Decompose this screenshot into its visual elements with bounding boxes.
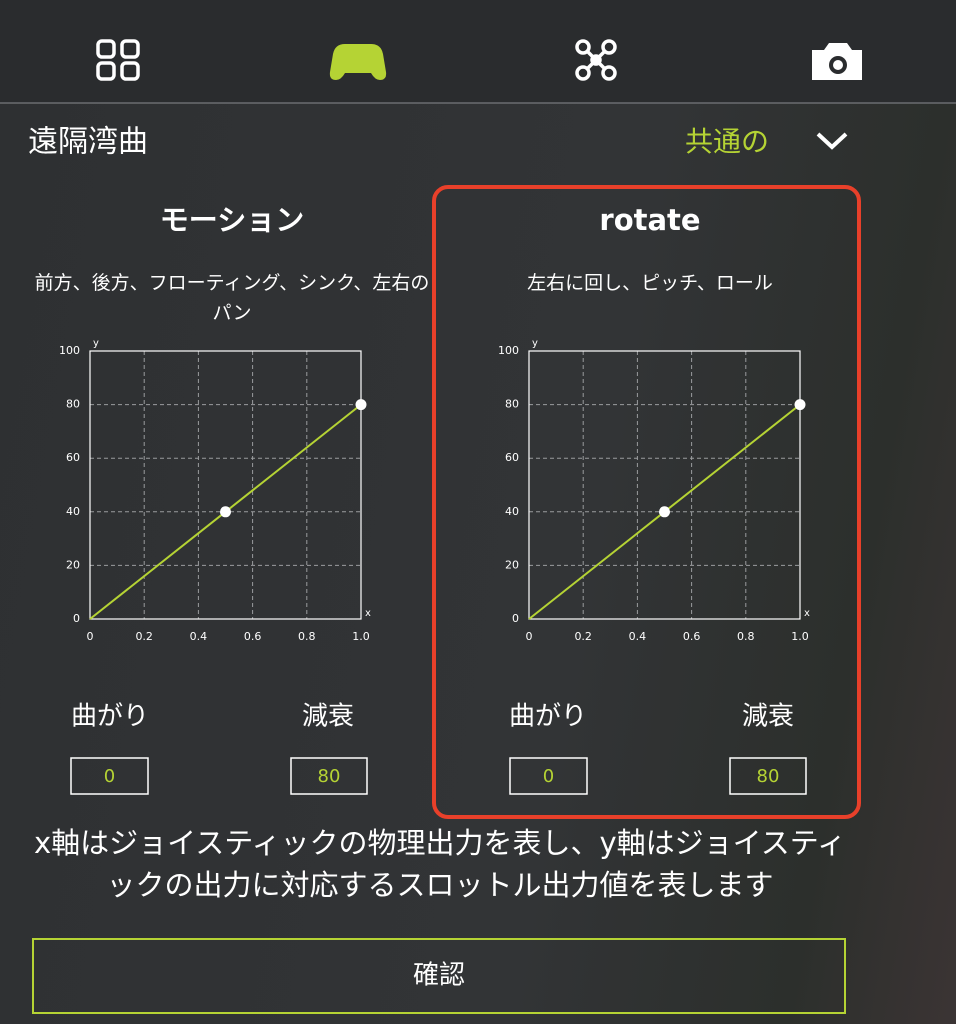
plot-frame [528, 350, 801, 620]
plot-frame [89, 350, 362, 620]
field-input[interactable] [70, 757, 149, 795]
x-tick-label: 0.8 [737, 630, 755, 643]
y-tick-label: 60 [66, 451, 80, 464]
field-label: 曲がり [509, 702, 587, 732]
x-tick-label: 0.6 [244, 630, 262, 643]
mode-select[interactable]: 共通の [685, 125, 769, 158]
highlight-box [432, 185, 861, 819]
control-point[interactable] [794, 399, 806, 411]
chart-subtitle: 左右に回し、ピッチ、ロール [527, 272, 773, 294]
y-tick-label: 0 [73, 612, 80, 625]
y-tick-label: 20 [505, 558, 519, 571]
x-tick-label: 0.2 [574, 630, 592, 643]
field-value[interactable]: 0 [104, 766, 115, 787]
x-tick-label: 0.2 [135, 630, 153, 643]
tab-gamepad[interactable] [329, 44, 387, 80]
chart-title: rotate [599, 203, 700, 237]
field-value[interactable]: 80 [318, 766, 341, 787]
tab-bar [0, 0, 956, 103]
control-point[interactable] [220, 506, 231, 518]
page-title: 遠隔湾曲 [28, 125, 148, 160]
x-tick-label: 0.4 [190, 630, 208, 643]
y-tick-label: 40 [505, 505, 519, 518]
chart-subtitle: 前方、後方、フローティング、シンク、左右のパン [34, 272, 430, 324]
field-input[interactable] [729, 757, 807, 795]
tab-grid[interactable] [96, 39, 140, 81]
field-label: 曲がり [71, 702, 149, 732]
y-tick-label: 100 [59, 344, 80, 357]
field-value[interactable]: 80 [757, 766, 780, 787]
y-tick-label: 80 [505, 398, 519, 411]
x-axis-label: x [804, 608, 810, 619]
x-axis-label: x [365, 608, 371, 619]
x-tick-label: 1.0 [791, 630, 809, 643]
chart-title: モーション [160, 203, 304, 237]
confirm-button[interactable] [32, 938, 846, 1014]
field-value[interactable]: 0 [543, 766, 554, 787]
y-tick-label: 20 [66, 558, 80, 571]
field-label: 減衰 [302, 702, 354, 732]
control-point[interactable] [355, 399, 367, 411]
field-label: 減衰 [742, 702, 794, 732]
tab-drone[interactable] [575, 39, 617, 81]
y-tick-label: 60 [505, 451, 519, 464]
y-tick-label: 40 [66, 505, 80, 518]
x-tick-label: 0.4 [629, 630, 647, 643]
note: x軸はジョイスティックの物理出力を表し、y軸はジョイスティックの出力に対応するス… [33, 826, 847, 902]
x-tick-label: 0 [87, 630, 94, 643]
y-tick-label: 0 [512, 612, 519, 625]
field-input[interactable] [290, 757, 368, 795]
x-tick-label: 0.6 [683, 630, 701, 643]
tab-camera[interactable] [812, 43, 862, 80]
confirm-label[interactable]: 確認 [413, 961, 465, 991]
chevron[interactable] [816, 132, 848, 150]
y-axis-label: y [93, 338, 99, 349]
y-tick-label: 100 [498, 344, 519, 357]
y-tick-label: 80 [66, 398, 80, 411]
x-tick-label: 1.0 [352, 630, 370, 643]
field-input[interactable] [509, 757, 588, 795]
x-tick-label: 0.8 [298, 630, 316, 643]
x-tick-label: 0 [526, 630, 533, 643]
y-axis-label: y [532, 338, 538, 349]
control-point[interactable] [659, 506, 670, 518]
